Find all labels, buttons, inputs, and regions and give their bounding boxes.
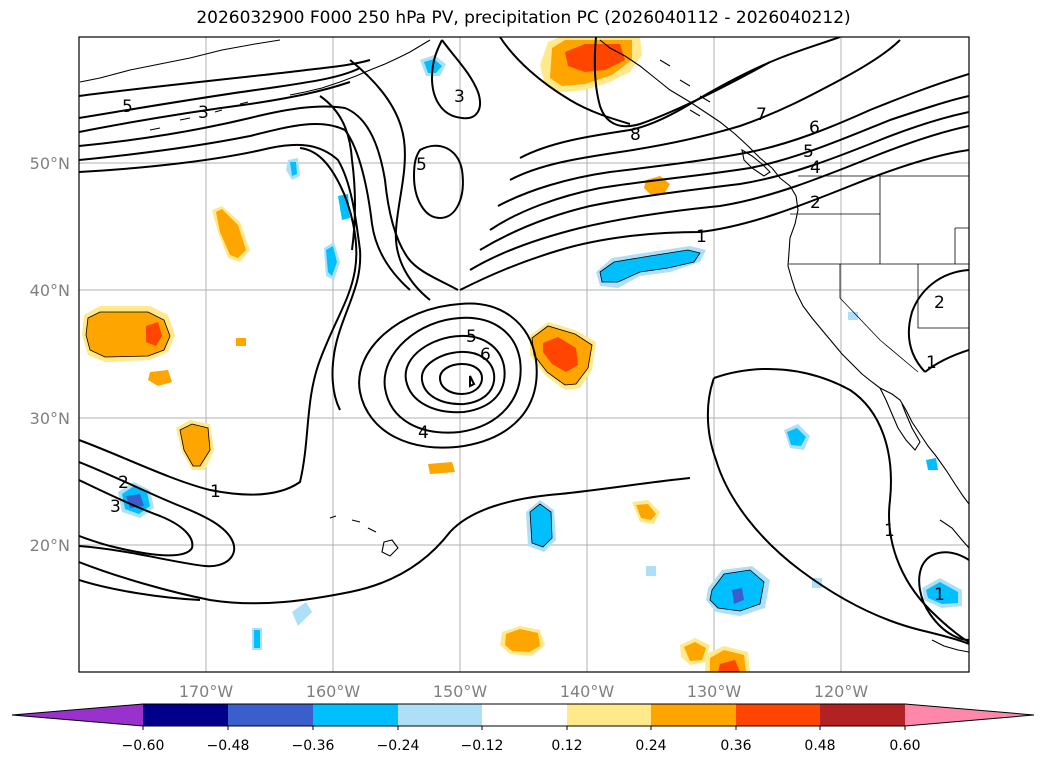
lat-label: 40°N <box>30 281 70 300</box>
contour-label: 4 <box>418 423 429 443</box>
precipitation-contours <box>85 249 765 612</box>
contour-label: 1 <box>696 227 707 247</box>
contour-label: 7 <box>756 105 767 125</box>
lat-label: 50°N <box>30 154 70 173</box>
colorbar-tick-label: 0.36 <box>720 738 751 754</box>
colorbar-swatch <box>143 704 228 726</box>
contour-label: 4 <box>810 158 821 178</box>
colorbar-swatch <box>905 704 1034 726</box>
contour-labels: 5 3 3 8 7 6 5 4 2 5 1 5 6 4 1 2 3 1 1 2 … <box>110 87 945 605</box>
lon-label: 150°W <box>433 682 488 701</box>
contour-label: 2 <box>810 193 821 213</box>
contour-label: 3 <box>110 497 121 517</box>
contour-label: 2 <box>118 473 129 493</box>
contour-label: 5 <box>416 155 427 175</box>
colorbar-tick-label: −0.12 <box>461 738 504 754</box>
contour-label: 5 <box>122 97 133 117</box>
lon-label: 130°W <box>687 682 742 701</box>
contour-label: 6 <box>809 118 820 138</box>
contour-label: 2 <box>934 293 945 313</box>
colorbar-swatch <box>398 704 482 726</box>
colorbar-swatch <box>567 704 651 726</box>
colorbar-swatch <box>651 704 736 726</box>
colorbar-swatch <box>12 704 143 726</box>
lon-label: 160°W <box>306 682 361 701</box>
contour-label: 5 <box>803 142 814 162</box>
colorbar-swatch <box>736 704 820 726</box>
map-area <box>79 37 969 672</box>
contour-label: 5 <box>466 327 477 347</box>
latitude-labels: 50°N 40°N 30°N 20°N <box>30 154 70 555</box>
colorbar-swatch <box>228 704 313 726</box>
colorbar-tick-label: 0.12 <box>551 738 582 754</box>
longitude-labels: 170°W 160°W 150°W 140°W 130°W 120°W <box>179 682 869 701</box>
pv-contours <box>79 37 969 645</box>
colorbar-tick-label: −0.36 <box>292 738 335 754</box>
lon-label: 120°W <box>814 682 869 701</box>
contour-label: 1 <box>884 521 895 541</box>
map-frame <box>78 36 970 673</box>
colorbar-swatch <box>482 704 567 726</box>
colorbar-tick-label: −0.48 <box>207 738 250 754</box>
contour-label: 3 <box>454 87 465 107</box>
colorbar-swatch <box>820 704 905 726</box>
colorbar-tick-label: 0.24 <box>635 738 666 754</box>
lat-label: 30°N <box>30 409 70 428</box>
colorbar-tick-label: 0.60 <box>889 738 920 754</box>
contour-label: 8 <box>630 125 641 145</box>
colorbar-tick-label: −0.24 <box>377 738 420 754</box>
colorbar-tick-label: 0.48 <box>804 738 835 754</box>
state-borders <box>789 175 969 373</box>
colorbar-tick-label: −0.60 <box>122 738 165 754</box>
contour-label: 6 <box>480 345 491 365</box>
contour-label: 1 <box>210 482 221 502</box>
contour-label: 1 <box>934 585 945 605</box>
coastlines <box>79 39 969 653</box>
map-title: 2026032900 F000 250 hPa PV, precipitatio… <box>196 8 851 28</box>
contour-label: 3 <box>198 103 209 123</box>
lon-label: 140°W <box>560 682 615 701</box>
lat-label: 20°N <box>30 536 70 555</box>
lon-label: 170°W <box>179 682 234 701</box>
contour-label: 1 <box>926 353 937 373</box>
colorbar: −0.60 −0.48 −0.36 −0.24 −0.12 0.12 0.24 0.36 0.4… <box>11 703 1035 754</box>
precipitation-anomaly-shading <box>82 37 962 672</box>
colorbar-swatch <box>313 704 398 726</box>
